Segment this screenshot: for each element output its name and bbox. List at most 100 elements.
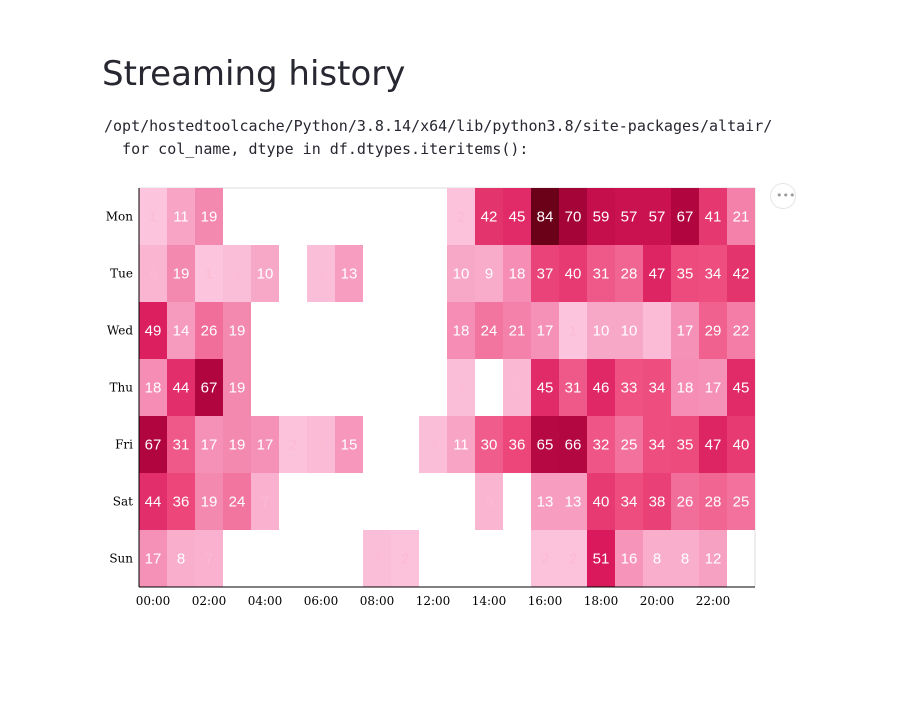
heatmap-cell-label: 17 — [201, 437, 218, 454]
heatmap-cell-label: 10 — [257, 266, 274, 283]
heatmap-cell — [139, 416, 167, 473]
heatmap-cell-label: 37 — [537, 266, 554, 283]
heatmap-cell-label: 67 — [145, 437, 162, 454]
heatmap-cell-label: 34 — [621, 494, 638, 511]
heatmap-cell — [615, 416, 643, 473]
heatmap-cell-label: 36 — [173, 494, 190, 511]
heatmap-cell-label: 19 — [229, 323, 246, 340]
heatmap-cell — [671, 245, 699, 302]
heatmap-cell-label: 1 — [205, 266, 213, 283]
heatmap-cell-label: 17 — [677, 323, 694, 340]
heatmap-cell — [139, 359, 167, 416]
heatmap-cell — [139, 245, 167, 302]
heatmap-cell-label: 19 — [229, 380, 246, 397]
heatmap-cell-label: 1 — [569, 323, 577, 340]
heatmap-cell-label: 44 — [145, 494, 162, 511]
heatmap-cell-label: 4 — [653, 323, 661, 340]
heatmap-cell — [643, 245, 671, 302]
heatmap-cell-label: 41 — [705, 209, 722, 226]
heatmap-cell — [531, 416, 559, 473]
heatmap-cell-label: 26 — [677, 494, 694, 511]
heatmap-cell — [503, 188, 531, 245]
heatmap-cell — [531, 473, 559, 530]
heatmap-cell-label: 2 — [457, 209, 465, 226]
heatmap-cell — [223, 359, 251, 416]
heatmap-cell-label: 26 — [201, 323, 218, 340]
heatmap-cell — [615, 188, 643, 245]
heatmap-cell-label: 28 — [621, 266, 638, 283]
heatmap-cell — [699, 245, 727, 302]
heatmap-cell-label: 3 — [429, 437, 437, 454]
heatmap-cell-label: 33 — [621, 380, 638, 397]
heatmap-cell — [167, 530, 195, 587]
heatmap-cell-label: 7 — [205, 551, 213, 568]
heatmap-cell — [167, 473, 195, 530]
heatmap-cell-label: 45 — [509, 209, 526, 226]
heatmap-cell — [223, 302, 251, 359]
heatmap-cell — [615, 302, 643, 359]
heatmap-cell — [307, 416, 335, 473]
x-tick-label: 20:00 — [640, 594, 675, 608]
heatmap-cell — [195, 473, 223, 530]
heatmap-cell — [503, 245, 531, 302]
heatmap-cell-label: 34 — [649, 437, 666, 454]
heatmap-cell-label: 8 — [653, 551, 661, 568]
chart-menu-button[interactable]: ••• — [770, 183, 796, 209]
heatmap-cell-label: 5 — [513, 380, 521, 397]
heatmap-cell-label: 10 — [593, 323, 610, 340]
heatmap-cell-label: 2 — [401, 551, 409, 568]
heatmap-cell — [699, 359, 727, 416]
heatmap-cell — [223, 473, 251, 530]
heatmap-cell-label: 13 — [341, 266, 358, 283]
heatmap-cell-label: 19 — [173, 266, 190, 283]
heatmap-cell — [447, 416, 475, 473]
heatmap-cell-label: 10 — [453, 266, 470, 283]
heatmap-cell — [587, 245, 615, 302]
heatmap-cell — [195, 302, 223, 359]
heatmap-cell — [447, 302, 475, 359]
x-tick-label: 04:00 — [248, 594, 283, 608]
heatmap-cell — [559, 359, 587, 416]
heatmap-cell — [251, 416, 279, 473]
heatmap-cell — [615, 530, 643, 587]
x-tick-label: 02:00 — [192, 594, 227, 608]
heatmap-cell-label: 57 — [649, 209, 666, 226]
heatmap-cell — [727, 188, 755, 245]
heatmap-cell-label: 42 — [733, 266, 750, 283]
heatmap-cell-label: 11 — [453, 437, 469, 454]
heatmap-cell — [587, 359, 615, 416]
heatmap-cell — [671, 188, 699, 245]
heatmap-cell — [531, 302, 559, 359]
heatmap-cell — [363, 530, 391, 587]
heatmap-cell — [643, 530, 671, 587]
x-tick-label: 22:00 — [696, 594, 731, 608]
x-tick-label: 06:00 — [304, 594, 339, 608]
heatmap-cell — [643, 416, 671, 473]
heatmap-cell — [503, 416, 531, 473]
heatmap-cell — [727, 473, 755, 530]
heatmap-cell — [559, 302, 587, 359]
x-tick-label: 00:00 — [136, 594, 171, 608]
heatmap-cell — [195, 416, 223, 473]
heatmap-cell-label: 40 — [593, 494, 610, 511]
heatmap-cell — [307, 245, 335, 302]
heatmap-cell-label: 22 — [733, 323, 750, 340]
heatmap-cell — [391, 530, 419, 587]
heatmap-cell — [699, 416, 727, 473]
heatmap-cell — [167, 416, 195, 473]
heatmap-cell-label: 18 — [453, 323, 470, 340]
y-tick-label: Sat — [113, 495, 133, 509]
heatmap-cell — [223, 416, 251, 473]
x-tick-label: 14:00 — [472, 594, 507, 608]
heatmap-cell — [671, 530, 699, 587]
heatmap-cell-label: 8 — [177, 551, 185, 568]
heatmap-cell — [671, 416, 699, 473]
heatmap-cell — [503, 359, 531, 416]
page-title: Streaming history — [102, 54, 406, 94]
heatmap-cell-label: 2 — [289, 437, 297, 454]
heatmap-cell — [195, 245, 223, 302]
heatmap-cell — [587, 473, 615, 530]
heatmap-cell-label: 3 — [457, 380, 465, 397]
heatmap-cell-label: 40 — [565, 266, 582, 283]
heatmap-cell — [475, 245, 503, 302]
